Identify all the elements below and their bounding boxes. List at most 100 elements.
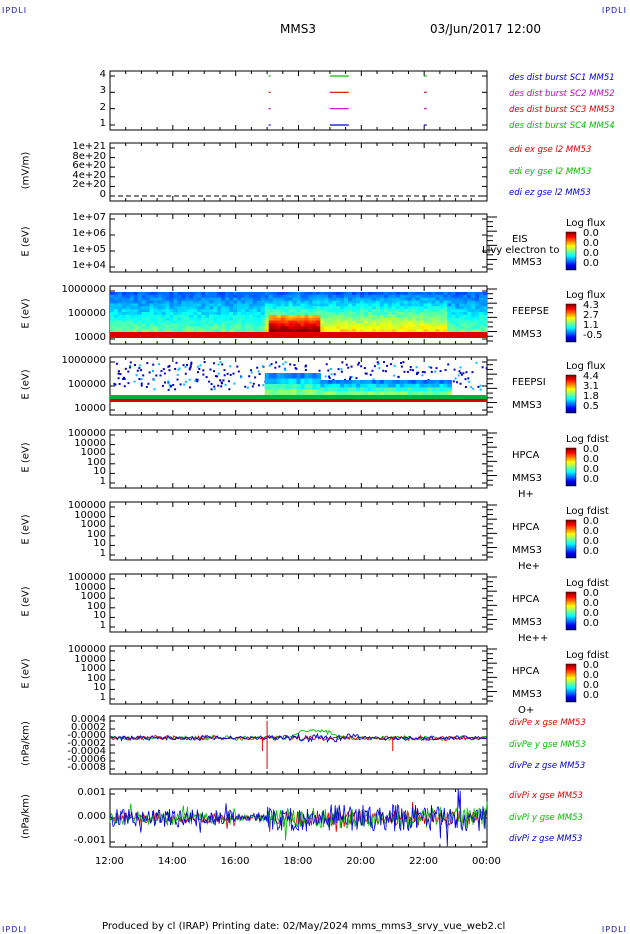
feeps-electron-cell: [177, 292, 183, 296]
feeps-electron-cell: [300, 309, 306, 313]
feeps-ion-cell: [284, 389, 290, 396]
feeps-electron-cell: [229, 326, 234, 330]
feeps-electron-cell: [324, 314, 329, 319]
panel-7-colorbar-tick: 0.0: [583, 536, 599, 547]
feeps-electron-cell: [169, 292, 175, 296]
feeps-electron-cell: [419, 306, 425, 310]
feeps-electron-cell: [133, 317, 139, 322]
feeps-ion-speckle: [373, 365, 376, 368]
feeps-ion-cell: [360, 383, 365, 389]
feeps-electron-cell: [157, 294, 163, 299]
feeps-electron-cell: [268, 300, 274, 305]
panel-2-y-tick-label: 4e+20: [72, 169, 106, 181]
feeps-electron-cell: [324, 294, 329, 299]
feeps-electron-cell: [209, 323, 214, 327]
feeps-electron-cell: [173, 300, 179, 305]
feeps-electron-cell: [233, 303, 238, 307]
feeps-electron-cell: [340, 312, 345, 316]
feeps-electron-cell: [284, 317, 290, 322]
feeps-electron-cell: [173, 317, 179, 322]
feeps-electron-cell: [225, 323, 230, 327]
feeps-electron-cell: [332, 306, 337, 310]
feeps-electron-cell: [344, 312, 349, 316]
feeps-electron-cell: [344, 297, 349, 302]
feeps-electron-cell: [407, 309, 413, 313]
feeps-electron-cell: [336, 326, 341, 330]
feeps-electron-cell: [312, 292, 317, 296]
feeps-electron-cell: [252, 292, 258, 296]
feeps-electron-cell: [121, 292, 127, 296]
feeps-electron-cell: [248, 303, 254, 307]
feeps-electron-cell: [371, 312, 377, 316]
feeps-electron-cell: [217, 329, 222, 333]
feeps-electron-cell: [411, 329, 417, 333]
feeps-electron-cell: [252, 303, 258, 307]
feeps-electron-cell: [483, 314, 488, 319]
feeps-electron-cell: [344, 329, 349, 333]
feeps-ion-speckle: [415, 366, 418, 369]
feeps-electron-cell: [141, 303, 147, 307]
feeps-electron-cell: [244, 317, 250, 322]
feeps-ion-speckle: [217, 384, 220, 387]
feeps-electron-cell: [169, 326, 175, 330]
feeps-electron-cell: [308, 297, 313, 302]
feeps-ion-cell: [344, 383, 349, 389]
feeps-electron-low-energy-band: [110, 332, 487, 338]
panel-4-colorbar: [565, 303, 577, 343]
feeps-electron-cell: [328, 320, 333, 325]
feeps-electron-cell: [340, 306, 345, 310]
feeps-electron-cell: [467, 303, 472, 307]
feeps-electron-cell: [236, 312, 242, 316]
feeps-electron-cell: [387, 303, 393, 307]
feeps-electron-cell: [399, 309, 405, 313]
feeps-electron-cell: [328, 303, 333, 307]
feeps-ion-speckle: [189, 365, 192, 368]
feeps-electron-cell: [197, 326, 202, 330]
feeps-electron-cell: [348, 329, 353, 333]
feeps-electron-cell: [411, 303, 417, 307]
feeps-ion-speckle: [278, 365, 281, 368]
feeps-ion-speckle: [275, 361, 278, 364]
feeps-electron-cell: [463, 326, 468, 330]
feeps-electron-cell: [209, 320, 214, 325]
feeps-electron-cell: [399, 314, 405, 319]
feeps-electron-cell: [415, 314, 421, 319]
feeps-electron-cell: [403, 314, 409, 319]
feeps-electron-cell: [332, 314, 337, 319]
feeps-electron-cell: [125, 300, 131, 305]
feeps-electron-cell: [121, 323, 127, 327]
feeps-electron-cell: [221, 303, 226, 307]
feeps-ion-speckle: [252, 382, 255, 385]
feeps-electron-cell: [157, 309, 163, 313]
feeps-electron-cell: [260, 303, 266, 307]
panel-2-y-tick-label: 2e+20: [72, 179, 106, 191]
feeps-electron-cell: [173, 329, 179, 333]
feeps-electron-cell: [352, 329, 357, 333]
feeps-electron-cell: [193, 297, 198, 302]
panel-10-y-axis-label: (nPa/km): [20, 721, 32, 766]
feeps-electron-cell: [213, 312, 218, 316]
feeps-electron-cell: [407, 326, 413, 330]
panel-4-colorbar-tick: -0.5: [583, 330, 603, 341]
feeps-electron-cell: [455, 309, 460, 313]
feeps-electron-cell: [240, 297, 246, 302]
feeps-electron-cell: [233, 326, 238, 330]
feeps-ion-cell: [304, 389, 310, 396]
feeps-electron-cell: [375, 323, 381, 327]
feeps-electron-cell: [475, 314, 480, 319]
feeps-electron-cell: [177, 326, 183, 330]
feeps-ion-speckle: [190, 363, 193, 366]
feeps-electron-cell: [225, 314, 230, 319]
feeps-ion-speckle: [479, 388, 482, 391]
feeps-electron-cell: [463, 320, 468, 325]
feeps-electron-cell: [336, 323, 341, 327]
feeps-electron-cell: [447, 292, 452, 296]
feeps-ion-cell: [340, 387, 345, 392]
feeps-ion-speckle: [393, 364, 396, 367]
feeps-ion-cell: [447, 391, 452, 396]
feeps-ion-cell: [320, 387, 325, 392]
feeps-electron-cell: [451, 309, 456, 313]
feeps-electron-cell: [463, 309, 468, 313]
feeps-ion-cell: [411, 380, 417, 385]
feeps-electron-cell: [447, 297, 452, 302]
